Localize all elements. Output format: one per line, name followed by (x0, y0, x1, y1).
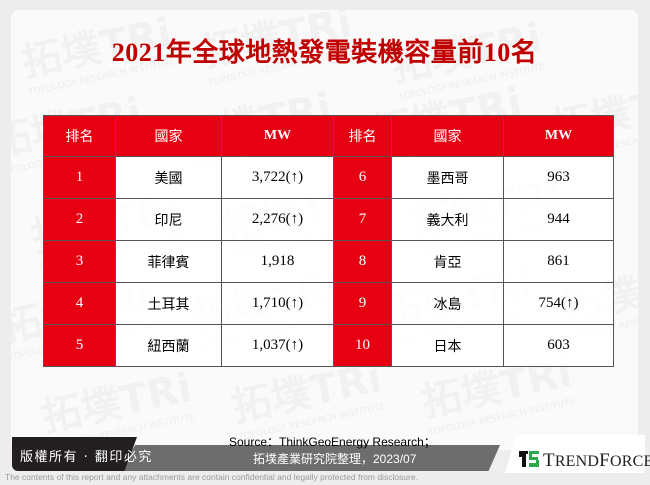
trendforce-logo-icon (519, 451, 539, 467)
mw-cell: 754(↑) (503, 282, 614, 325)
table-row: 3 菲律賓 1,918 8 肯亞 861 (43, 240, 614, 283)
country-cell: 土耳其 (115, 282, 222, 325)
copyright-text: 版權所有 · 翻印必究 (20, 450, 153, 465)
source-line-2: 拓墣產業研究院整理，2023/07 (253, 452, 417, 466)
mw-cell: 2,276(↑) (221, 198, 334, 241)
country-cell: 義大利 (391, 198, 504, 241)
source-banner (120, 445, 500, 471)
rank-cell: 5 (43, 324, 116, 367)
mw-cell: 861 (503, 240, 614, 283)
table-row: 4 土耳其 1,710(↑) 9 冰島 754(↑) (43, 282, 614, 325)
source-line-1: Source：ThinkGeoEnergy Research； (229, 435, 436, 449)
rank-cell: 4 (43, 282, 116, 325)
logo-panel (505, 435, 645, 473)
mw-cell: 1,918 (221, 240, 334, 283)
country-cell: 印尼 (115, 198, 222, 241)
country-cell: 日本 (391, 324, 504, 367)
header-mw: MW (221, 115, 334, 157)
table-row: 1 美國 3,722(↑) 6 墨西哥 963 (43, 156, 614, 199)
disclaimer-text: The contents of this report and any atta… (5, 472, 418, 482)
rank-cell: 9 (333, 282, 392, 325)
rank-cell: 10 (333, 324, 392, 367)
header-country: 國家 (391, 115, 504, 157)
country-cell: 墨西哥 (391, 156, 504, 199)
ranking-table: 排名 國家 MW 排名 國家 MW 1 美國 3,722(↑) 6 墨西哥 96… (43, 115, 614, 367)
country-cell: 菲律賓 (115, 240, 222, 283)
mw-cell: 1,710(↑) (221, 282, 334, 325)
mw-cell: 1,037(↑) (221, 324, 334, 367)
rank-cell: 3 (43, 240, 116, 283)
mw-cell: 603 (503, 324, 614, 367)
rank-cell: 2 (43, 198, 116, 241)
mw-cell: 3,722(↑) (221, 156, 334, 199)
header-mw: MW (503, 115, 614, 157)
table-row: 2 印尼 2,276(↑) 7 義大利 944 (43, 198, 614, 241)
country-cell: 肯亞 (391, 240, 504, 283)
country-cell: 紐西蘭 (115, 324, 222, 367)
rank-cell: 7 (333, 198, 392, 241)
trendforce-logo-text: TRENDFORCE (543, 450, 650, 471)
header-rank: 排名 (333, 115, 392, 157)
header-rank: 排名 (43, 115, 116, 157)
table-row: 5 紐西蘭 1,037(↑) 10 日本 603 (43, 324, 614, 367)
rank-cell: 1 (43, 156, 116, 199)
mw-cell: 944 (503, 198, 614, 241)
copyright-banner (12, 437, 137, 471)
header-country: 國家 (115, 115, 222, 157)
rank-cell: 8 (333, 240, 392, 283)
country-cell: 美國 (115, 156, 222, 199)
mw-cell: 963 (503, 156, 614, 199)
table-header-row: 排名 國家 MW 排名 國家 MW (43, 115, 614, 157)
rank-cell: 6 (333, 156, 392, 199)
country-cell: 冰島 (391, 282, 504, 325)
page-title: 2021年全球地熱發電裝機容量前10名 (111, 38, 538, 67)
